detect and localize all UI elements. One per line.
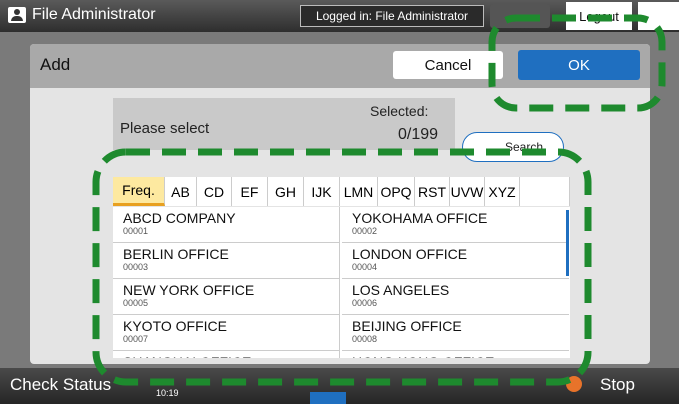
tab[interactable]: RST xyxy=(415,177,450,206)
home-button[interactable] xyxy=(310,392,346,404)
entry[interactable]: BERLIN OFFICE 00003 xyxy=(113,243,340,279)
entry-name: HONG KONG OFFICE xyxy=(352,354,569,358)
ok-button[interactable]: OK xyxy=(518,50,640,80)
logout-button[interactable]: Logout xyxy=(566,2,632,30)
sort-toggle[interactable] xyxy=(520,177,570,206)
tab[interactable]: AB xyxy=(165,177,197,206)
entry-code: 00004 xyxy=(352,262,378,272)
clock: 10:19 xyxy=(156,388,179,398)
entry-code: 00001 xyxy=(123,226,149,236)
entry-code: 00005 xyxy=(123,298,149,308)
entry-name: SHANGHAI OFFICE xyxy=(123,354,339,358)
entry[interactable]: NEW YORK OFFICE 00005 xyxy=(113,279,340,315)
entry-name: KYOTO OFFICE xyxy=(123,318,227,334)
tab[interactable]: IJK xyxy=(304,177,340,206)
entry-name: BEIJING OFFICE xyxy=(352,318,462,334)
entry[interactable]: LOS ANGELES 00006 xyxy=(342,279,569,315)
top-bar: File Administrator Logged in: File Admin… xyxy=(0,0,679,32)
entry[interactable]: LONDON OFFICE 00004 xyxy=(342,243,569,279)
user-icon-head xyxy=(14,9,20,15)
entry[interactable]: HONG KONG OFFICE xyxy=(342,351,569,358)
entry[interactable]: ABCD COMPANY 00001 xyxy=(113,207,340,243)
entry-code: 00006 xyxy=(352,298,378,308)
entry-name: LONDON OFFICE xyxy=(352,246,468,262)
tab[interactable]: LMN xyxy=(340,177,378,206)
stop-icon xyxy=(566,376,582,392)
tab[interactable]: OPQ xyxy=(378,177,415,206)
login-status: Logged in: File Administrator xyxy=(300,5,484,27)
key-button[interactable] xyxy=(490,4,550,28)
user-icon xyxy=(8,7,26,23)
tab[interactable]: Freq. xyxy=(113,177,165,206)
tab[interactable]: CD xyxy=(197,177,232,206)
check-status[interactable]: Check Status xyxy=(10,375,112,394)
entry-code: 00008 xyxy=(352,334,378,344)
selected-label: Selected: xyxy=(370,103,429,119)
prompt: Please select xyxy=(120,120,210,137)
tab[interactable]: EF xyxy=(232,177,268,206)
bottom-bar: Check Status 10:19 Stop xyxy=(0,368,679,404)
entry[interactable]: KYOTO OFFICE 00007 xyxy=(113,315,340,351)
entry[interactable]: BEIJING OFFICE 00008 xyxy=(342,315,569,351)
entry-name: YOKOHAMA OFFICE xyxy=(352,210,488,226)
tab[interactable]: GH xyxy=(268,177,304,206)
entry-code: 00002 xyxy=(352,226,378,236)
tab[interactable]: XYZ xyxy=(485,177,520,206)
dialog-title: Add xyxy=(40,55,71,74)
user-name: File Administrator xyxy=(32,6,156,23)
entry-code: 00003 xyxy=(123,262,149,272)
entry[interactable]: YOKOHAMA OFFICE 00002 xyxy=(342,207,569,243)
search-button[interactable]: Search xyxy=(462,132,564,162)
cancel-button[interactable]: Cancel xyxy=(393,51,503,79)
tab[interactable]: UVW xyxy=(450,177,485,206)
entry-name: LOS ANGELES xyxy=(352,282,450,298)
user-icon-body xyxy=(11,16,23,21)
selected-count: 0/199 xyxy=(398,126,439,143)
stop-button[interactable]: Stop xyxy=(600,375,635,394)
entry-list: ABCD COMPANY 00001 YOKOHAMA OFFICE 00002 BER… xyxy=(113,207,570,358)
scrollbar xyxy=(566,210,569,276)
entry-name: NEW YORK OFFICE xyxy=(123,282,255,298)
selection-box xyxy=(113,98,455,150)
entry[interactable]: SHANGHAI OFFICE xyxy=(113,351,340,358)
menu-button[interactable] xyxy=(638,2,679,30)
entry-name: BERLIN OFFICE xyxy=(123,246,229,262)
entry-code: 00007 xyxy=(123,334,149,344)
entry-name: ABCD COMPANY xyxy=(123,210,236,226)
